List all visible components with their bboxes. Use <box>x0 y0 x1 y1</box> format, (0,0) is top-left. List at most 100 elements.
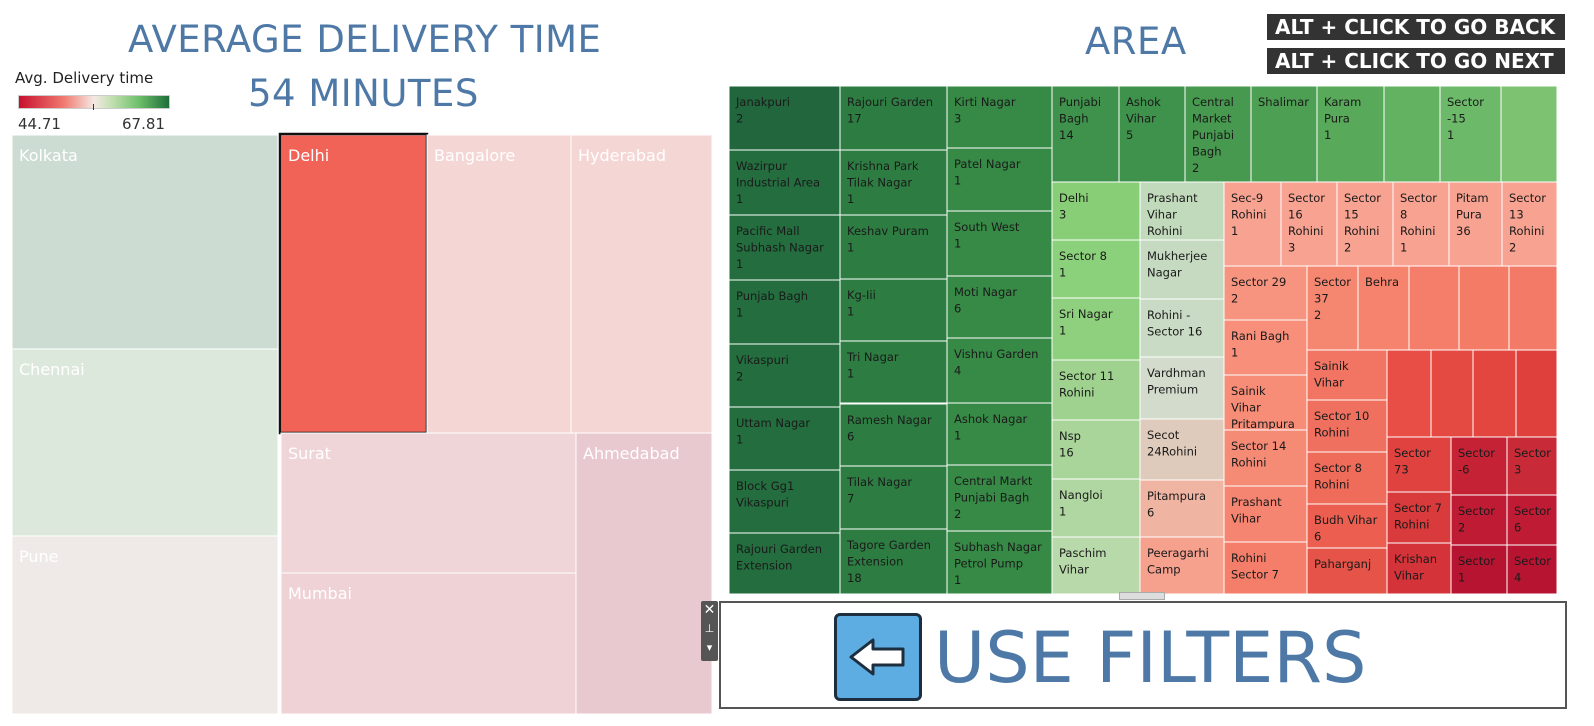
treemap-cell-surat[interactable]: Surat <box>280 432 577 574</box>
treemap-cell-subhash-nagar-petrol-pump[interactable]: Subhash Nagar Petrol Pump 1 <box>946 530 1053 595</box>
treemap-rect-paharganj[interactable] <box>1306 547 1388 595</box>
treemap-cell-janakpuri[interactable]: Janakpuri 2 <box>728 85 841 151</box>
nav-next-button[interactable]: ALT + CLICK TO GO NEXT <box>1267 48 1565 74</box>
treemap-cell-sector-8-rohini[interactable]: Sector 8 Rohini 1 <box>1392 181 1450 267</box>
treemap-cell-ashok-nagar[interactable]: Ashok Nagar 1 <box>946 402 1053 466</box>
treemap-rect-vishnu-garden[interactable] <box>946 337 1053 404</box>
treemap-cell-mukherjee-nagar[interactable]: Mukherjee Nagar <box>1139 239 1225 300</box>
treemap-cell-ahmedabad[interactable]: Ahmedabad <box>575 432 713 715</box>
treemap-rect-sainik-vihar[interactable] <box>1306 349 1388 401</box>
treemap-rect-kirti-nagar[interactable] <box>946 85 1053 149</box>
treemap-rect-cell[interactable] <box>1508 265 1558 351</box>
treemap-rect-sector-8[interactable] <box>1051 239 1141 299</box>
treemap-rect-janakpuri[interactable] <box>728 85 841 151</box>
treemap-cell-budh-vihar[interactable]: Budh Vihar 6 <box>1306 503 1388 549</box>
treemap-rect-prashant-vihar[interactable] <box>1223 485 1308 543</box>
treemap-rect-sector-4[interactable] <box>1506 544 1558 595</box>
treemap-rect-sector-6[interactable] <box>1450 436 1508 496</box>
treemap-rect-sector-73[interactable] <box>1386 436 1452 493</box>
treemap-cell-karam-pura[interactable]: Karam Pura 1 <box>1316 85 1385 183</box>
treemap-cell-rajouri-garden-extension[interactable]: Rajouri Garden Extension <box>728 532 841 595</box>
treemap-cell-sector-14-rohini[interactable]: Sector 14 Rohini <box>1223 429 1308 487</box>
treemap-cell-ashok-vihar[interactable]: Ashok Vihar 5 <box>1118 85 1186 183</box>
treemap-cell-nsp[interactable]: Nsp 16 <box>1051 419 1141 480</box>
treemap-cell-punjab-bagh[interactable]: Punjab Bagh 1 <box>728 279 841 345</box>
treemap-cell-pitampura[interactable]: Pitampura 6 <box>1139 479 1225 538</box>
treemap-cell-sector-6[interactable]: Sector -6 <box>1450 436 1508 496</box>
treemap-cell-south-west[interactable]: South West 1 <box>946 210 1053 277</box>
left-arrow-icon[interactable] <box>834 613 922 701</box>
treemap-cell-sector-29[interactable]: Sector 29 2 <box>1223 265 1308 321</box>
treemap-cell-delhi[interactable]: Delhi <box>278 132 429 435</box>
treemap-rect-sector-8-rohini[interactable] <box>1306 451 1388 505</box>
treemap-cell-cell[interactable] <box>1472 349 1517 438</box>
treemap-rect-secot-24rohini[interactable] <box>1139 418 1225 481</box>
treemap-rect-cell[interactable] <box>1408 265 1460 351</box>
treemap-rect-sector-11-rohini[interactable] <box>1051 359 1141 423</box>
treemap-rect-ashok-vihar[interactable] <box>1118 85 1186 183</box>
treemap-cell-paharganj[interactable]: Paharganj <box>1306 547 1388 595</box>
treemap-cell-secot-24rohini[interactable]: Secot 24Rohini <box>1139 418 1225 481</box>
treemap-cell-cell[interactable] <box>1500 85 1558 183</box>
treemap-cell-sector-6[interactable]: Sector 6 <box>1506 494 1558 546</box>
treemap-cell-cell[interactable] <box>1508 265 1558 351</box>
treemap-rect-block-gg1-vikaspuri[interactable] <box>728 469 841 534</box>
treemap-rect-sec-9-rohini[interactable] <box>1223 181 1282 267</box>
treemap-rect-rajouri-garden-extension[interactable] <box>728 532 841 595</box>
treemap-cell-sector-8[interactable]: Sector 8 1 <box>1051 239 1141 299</box>
treemap-cell-kolkata[interactable]: Kolkata <box>11 134 279 350</box>
treemap-cell-tri-nagar[interactable]: Tri Nagar 1 <box>839 340 948 404</box>
treemap-rect-cell[interactable] <box>1515 349 1558 438</box>
treemap-cell-sector-15-rohini[interactable]: Sector 15 Rohini 2 <box>1336 181 1394 267</box>
treemap-rect-cell[interactable] <box>1386 349 1432 438</box>
treemap-rect-krishna-park-tilak-nagar[interactable] <box>839 149 948 216</box>
treemap-rect-rajouri-garden[interactable] <box>839 85 948 151</box>
treemap-rect-ashok-nagar[interactable] <box>946 402 1053 466</box>
resize-handle[interactable] <box>1119 592 1165 600</box>
treemap-cell-ramesh-nagar[interactable]: Ramesh Nagar 6 <box>839 403 948 467</box>
legend-color-ramp[interactable] <box>18 95 170 109</box>
treemap-cell-hyderabad[interactable]: Hyderabad <box>570 134 713 434</box>
treemap-cell-prashant-vihar[interactable]: Prashant Vihar <box>1223 485 1308 543</box>
treemap-cell-rohini-sector-16[interactable]: Rohini - Sector 16 <box>1139 298 1225 358</box>
treemap-cell-sector-3[interactable]: Sector 3 <box>1506 436 1558 496</box>
treemap-cell-tagore-garden-extension[interactable]: Tagore Garden Extension 18 <box>839 528 948 595</box>
treemap-cell-sector-37[interactable]: Sector 37 2 <box>1306 265 1359 351</box>
treemap-cell-sector-2[interactable]: Sector 2 <box>1450 494 1508 546</box>
treemap-rect-sector-15[interactable] <box>1439 85 1502 183</box>
treemap-rect-sector-14-rohini[interactable] <box>1223 429 1308 487</box>
treemap-cell-cell[interactable] <box>1430 349 1474 438</box>
treemap-cell-vikaspuri[interactable]: Vikaspuri 2 <box>728 343 841 408</box>
treemap-rect-sector-13-rohini[interactable] <box>1501 181 1558 267</box>
treemap-rect-subhash-nagar-petrol-pump[interactable] <box>946 530 1053 595</box>
treemap-rect-vikaspuri[interactable] <box>728 343 841 408</box>
treemap-cell-sector-10-rohini[interactable]: Sector 10 Rohini <box>1306 399 1388 453</box>
nav-back-button[interactable]: ALT + CLICK TO GO BACK <box>1267 14 1565 40</box>
treemap-cell-moti-nagar[interactable]: Moti Nagar 6 <box>946 275 1053 339</box>
treemap-cell-vishnu-garden[interactable]: Vishnu Garden 4 <box>946 337 1053 404</box>
treemap-rect-karam-pura[interactable] <box>1316 85 1385 183</box>
treemap-cell-sri-nagar[interactable]: Sri Nagar 1 <box>1051 297 1141 361</box>
treemap-rect-chennai[interactable] <box>11 348 279 537</box>
treemap-rect-pitam-pura[interactable] <box>1448 181 1503 267</box>
treemap-cell-tilak-nagar[interactable]: Tilak Nagar 7 <box>839 465 948 530</box>
treemap-cell-kg-iii[interactable]: Kg-Iii 1 <box>839 278 948 342</box>
treemap-rect-peeragarhi-camp[interactable] <box>1139 536 1225 595</box>
treemap-cell-sector-1[interactable]: Sector 1 <box>1450 544 1508 595</box>
treemap-rect-sector-15-rohini[interactable] <box>1336 181 1394 267</box>
treemap-cell-patel-nagar[interactable]: Patel Nagar 1 <box>946 147 1053 212</box>
floating-controls[interactable]: ✕ ⊥ ▾ <box>701 601 718 661</box>
treemap-rect-vardhman-premium[interactable] <box>1139 356 1225 420</box>
treemap-cell-bangalore[interactable]: Bangalore <box>426 134 572 434</box>
treemap-cell-cell[interactable] <box>1408 265 1460 351</box>
treemap-cell-wazirpur-industrial-area[interactable]: Wazirpur Industrial Area 1 <box>728 149 841 216</box>
treemap-cell-krishan-vihar[interactable]: Krishan Vihar <box>1386 542 1452 595</box>
treemap-cell-rajouri-garden[interactable]: Rajouri Garden 17 <box>839 85 948 151</box>
treemap-cell-keshav-puram[interactable]: Keshav Puram 1 <box>839 214 948 280</box>
treemap-cell-sector-15[interactable]: Sector -15 1 <box>1439 85 1502 183</box>
close-icon[interactable]: ✕ <box>703 602 716 618</box>
treemap-cell-cell[interactable] <box>1515 349 1558 438</box>
treemap-rect-sector-7-rohini[interactable] <box>1386 491 1452 544</box>
treemap-cell-block-gg1-vikaspuri[interactable]: Block Gg1 Vikaspuri <box>728 469 841 534</box>
treemap-cell-punjabi-bagh[interactable]: Punjabi Bagh 14 <box>1051 85 1120 183</box>
